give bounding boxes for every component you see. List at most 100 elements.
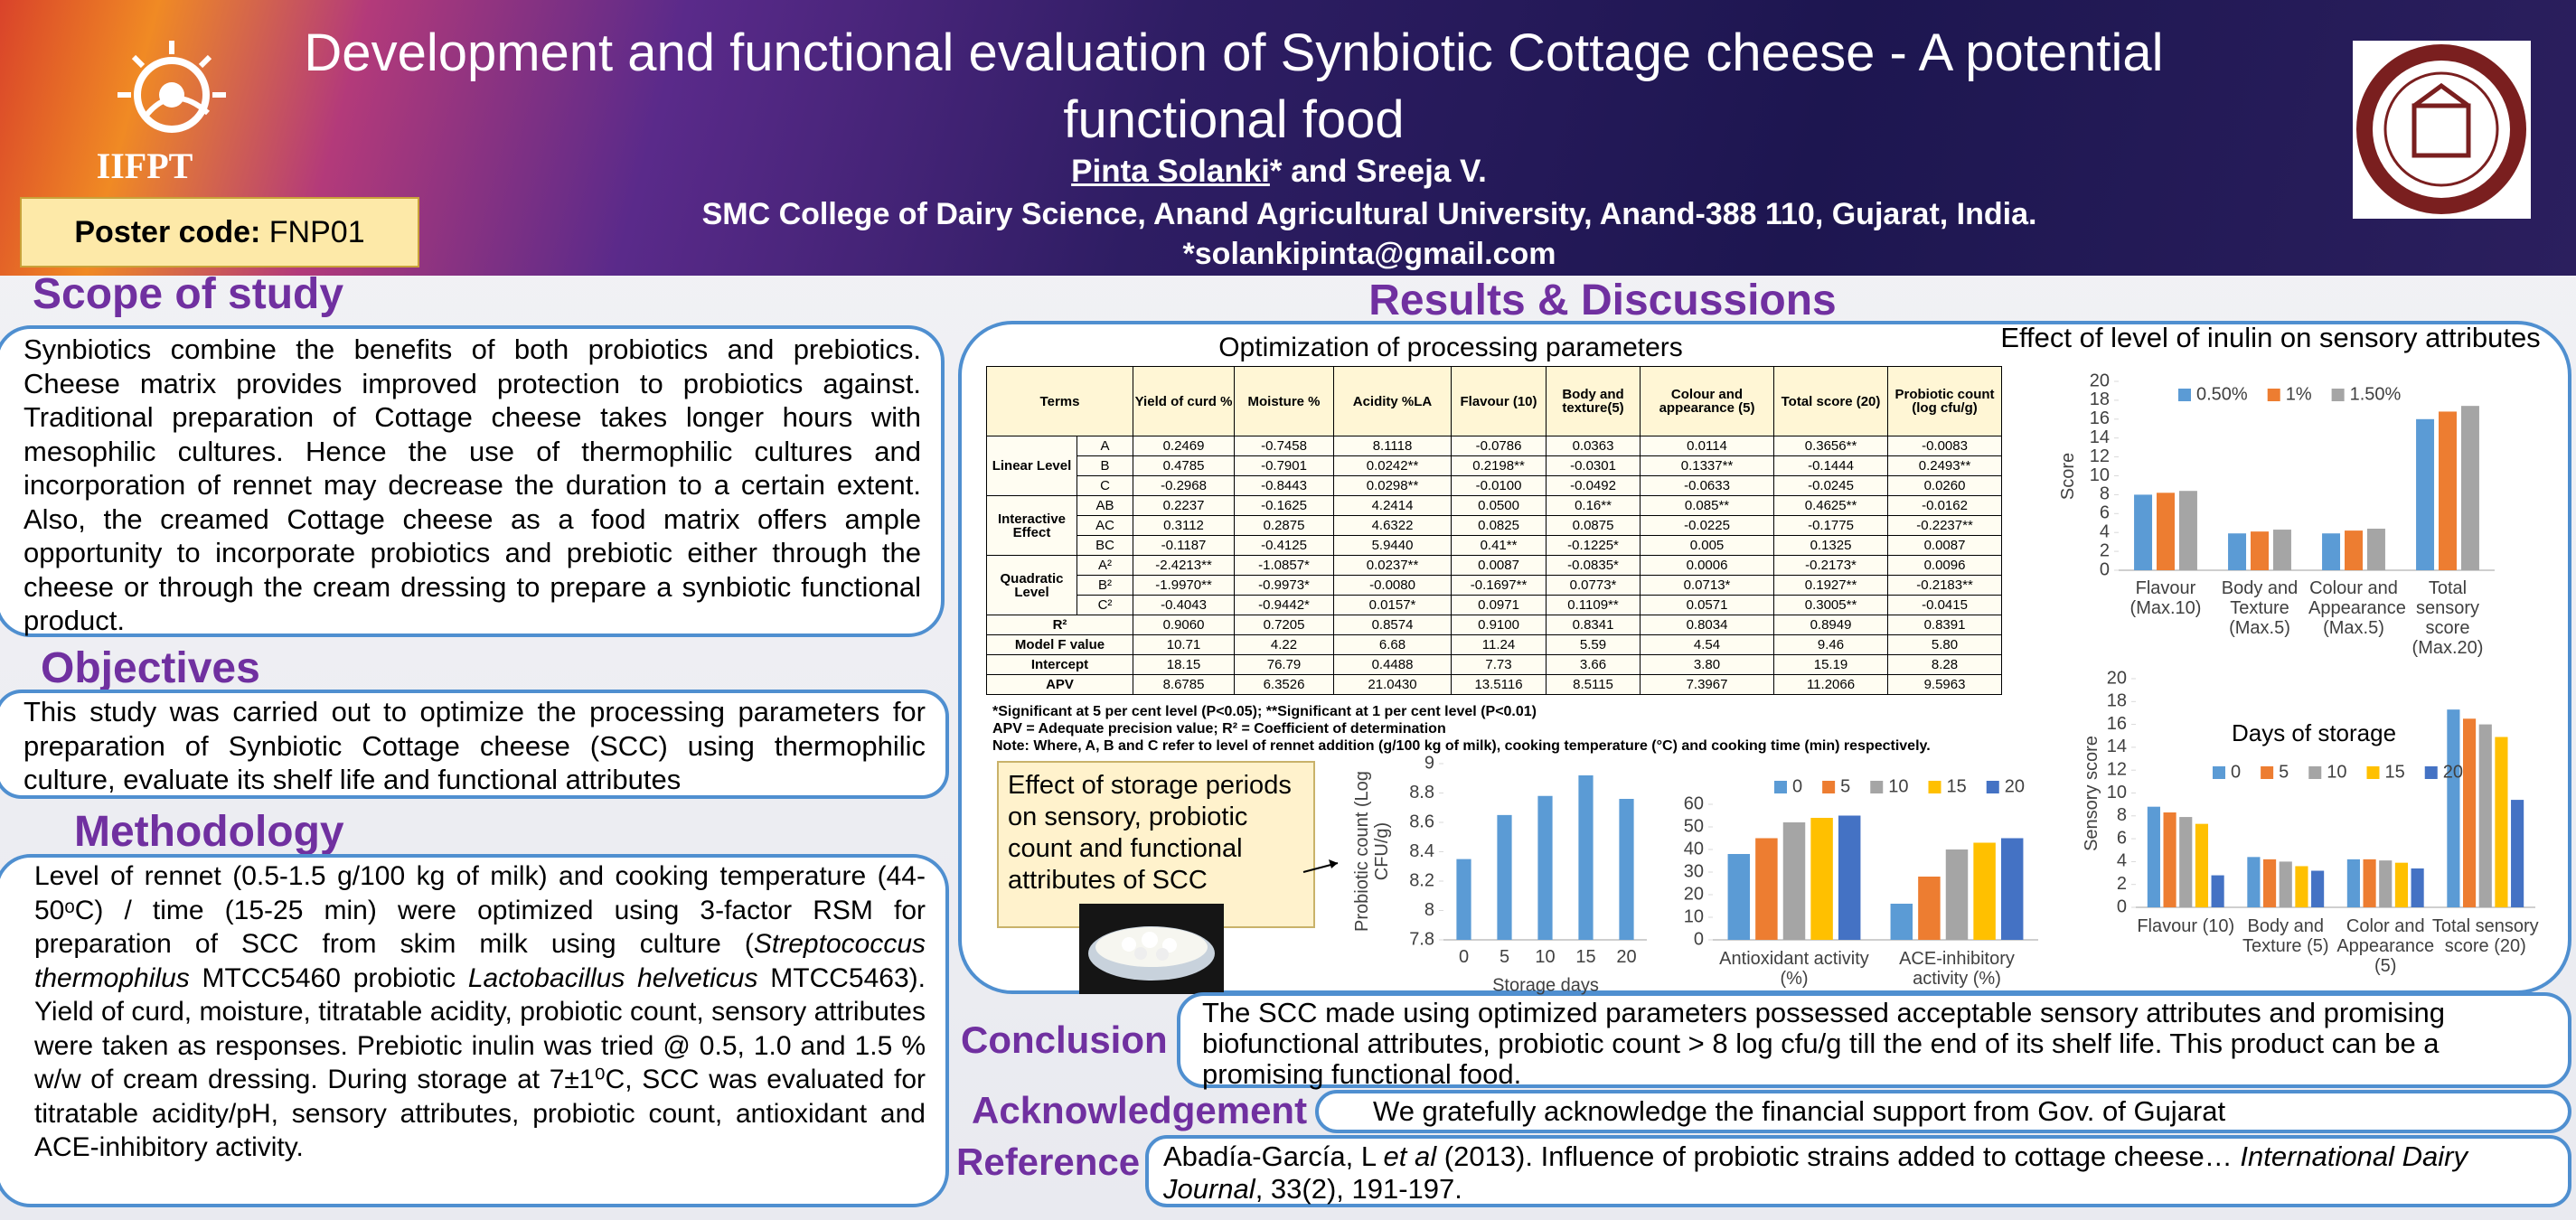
- table-cell: 8.5115: [1546, 674, 1641, 695]
- text-run: Lactobacillus helveticus: [467, 962, 758, 993]
- legend-label: 20: [2443, 762, 2463, 782]
- x-tick-label: Body and Texture (Max.5): [2221, 578, 2299, 638]
- header-cell: Colour and appearance (5): [1640, 366, 1775, 436]
- y-tick-label: 30: [1684, 861, 1704, 881]
- y-tick-label: 10: [2107, 783, 2127, 802]
- iifpt-logo-mark: [118, 41, 226, 133]
- lead-author: Pinta Solanki: [1071, 154, 1270, 189]
- table-cell: 21.0430: [1333, 674, 1453, 695]
- bar: [2478, 724, 2492, 907]
- y-tick-label: 8: [2117, 805, 2127, 825]
- y-tick-label: 9: [1424, 753, 1434, 773]
- bar: [2447, 709, 2460, 907]
- y-tick-label: 40: [1684, 839, 1704, 859]
- y-tick-label: 8: [1424, 900, 1434, 920]
- legend-swatch: [2424, 766, 2438, 779]
- legend-label: 10: [1888, 776, 1908, 796]
- x-tick-label: 0: [1458, 947, 1470, 967]
- table-cell: 8.1118: [1333, 436, 1453, 456]
- bar: [1782, 822, 1806, 940]
- legend-swatch: [1822, 781, 1836, 793]
- acknowledgement-box: We gratefully acknowledge the financial …: [1315, 1090, 2571, 1133]
- table-cell: 0.8341: [1546, 615, 1641, 635]
- bar: [1945, 849, 1969, 940]
- y-tick-label: 18: [2090, 389, 2110, 409]
- header-cell: Yield of curd %: [1133, 366, 1236, 436]
- legend-swatch: [2331, 389, 2345, 401]
- legend-swatch: [1774, 781, 1787, 793]
- table-cell: 0.0087: [1451, 555, 1547, 576]
- table-cell: 0.8391: [1887, 615, 2003, 635]
- bar: [2147, 806, 2160, 907]
- table-cell: -0.0301: [1546, 455, 1641, 476]
- legend-title: Days of storage: [2232, 719, 2396, 746]
- y-tick-label: 14: [2107, 737, 2127, 756]
- section-heading: Acknowledgement: [972, 1089, 1308, 1131]
- table-cell: 7.3967: [1640, 674, 1775, 695]
- y-tick-label: 16: [2107, 714, 2127, 734]
- affiliation: SMC College of Dairy Science, Anand Agri…: [701, 197, 2037, 231]
- footnote: *Significant at 5 per cent level (P<0.05…: [992, 704, 1537, 719]
- table-cell: 0.16**: [1546, 495, 1641, 516]
- y-tick-label: 50: [1684, 816, 1704, 836]
- y-tick-label: 8.8: [1409, 783, 1434, 802]
- bar: [2228, 533, 2247, 570]
- y-tick-label: 4: [2100, 521, 2110, 541]
- table-row: BC -0.1187 -0.4125 5.9440 0.41** -0.1225* 0.00…: [987, 535, 2003, 556]
- table-row: B 0.4785 -0.7901 0.0242** 0.2198** -0.0301 0.1…: [987, 455, 2003, 476]
- poster-title: Development and functional evaluation of…: [304, 23, 2164, 149]
- table-cell: -1.9970**: [1133, 575, 1236, 596]
- bar: [1890, 904, 1913, 940]
- group-label: Interactive Effect: [986, 495, 1077, 556]
- legend-swatch: [2213, 766, 2225, 779]
- poster-code: FNP01: [268, 215, 365, 249]
- y-tick-label: 8: [2100, 484, 2110, 504]
- bar: [1838, 815, 1861, 940]
- bar: [2495, 737, 2508, 907]
- table-cell: 0.3112: [1133, 515, 1236, 536]
- table-cell: 0.0875: [1546, 515, 1641, 536]
- y-tick-label: 2: [2117, 874, 2127, 894]
- table-cell: 0.0260: [1887, 475, 2003, 496]
- table-cell: 6.3526: [1234, 674, 1335, 695]
- bar: [2379, 860, 2393, 907]
- other-authors: * and Sreeja V.: [1269, 154, 1487, 189]
- bar: [1619, 799, 1634, 940]
- legend-label: 5: [2279, 762, 2289, 782]
- table-cell: -0.1625: [1234, 495, 1335, 516]
- objectives-box: This study was carried out to optimize t…: [0, 690, 949, 799]
- table-cell: -0.7901: [1234, 455, 1335, 476]
- header-cell: Terms: [985, 366, 1134, 436]
- legend-label: 5: [1840, 776, 1850, 796]
- text-run: et al: [1383, 1140, 1437, 1172]
- y-tick-label: 16: [2090, 408, 2110, 428]
- group-label: Linear Level: [986, 436, 1077, 496]
- y-tick-label: 0: [2117, 896, 2127, 916]
- y-axis-label: Probiotic count (Log CFU/g): [1352, 771, 1392, 932]
- legend-swatch: [2261, 766, 2274, 779]
- header-cell: Flavour (10): [1451, 366, 1547, 436]
- row-label: APV: [985, 674, 1134, 695]
- bar: [2416, 418, 2435, 570]
- header-cell: Acidity %LA: [1333, 366, 1453, 436]
- legend-label: 15: [1947, 776, 1967, 796]
- footnote: Note: Where, A, B and C refer to level o…: [992, 738, 1931, 754]
- table-cell: 0.3656**: [1773, 436, 1889, 456]
- x-axis-label: Storage days: [1492, 975, 1599, 995]
- table-cell: 8.6785: [1133, 674, 1236, 695]
- table-cell: 76.79: [1234, 654, 1335, 675]
- table-cell: 5.59: [1546, 634, 1641, 655]
- table-cell: -0.4043: [1133, 595, 1236, 615]
- table-row: R² 0.9060 0.7205 0.8574 0.9100 0.8341 0.8034 0.…: [985, 615, 2003, 635]
- x-tick-label: Color and Appearance (5): [2336, 916, 2435, 976]
- bar: [2251, 531, 2269, 570]
- table-cell: 4.54: [1640, 634, 1775, 655]
- x-tick-label: Flavour (Max.10): [2129, 578, 2202, 618]
- table-row: Interactive Effect AB 0.2237 -0.1625 4.2414 0…: [986, 495, 2003, 556]
- bar: [2134, 494, 2153, 570]
- y-tick-label: 18: [2107, 691, 2127, 711]
- bar: [2179, 817, 2193, 907]
- reference-box: Abadía-García, L et al (2013). Influence…: [1145, 1135, 2571, 1207]
- table-row: Model F value 10.71 4.22 6.68 11.24 5.59 4.54 9…: [985, 634, 2003, 655]
